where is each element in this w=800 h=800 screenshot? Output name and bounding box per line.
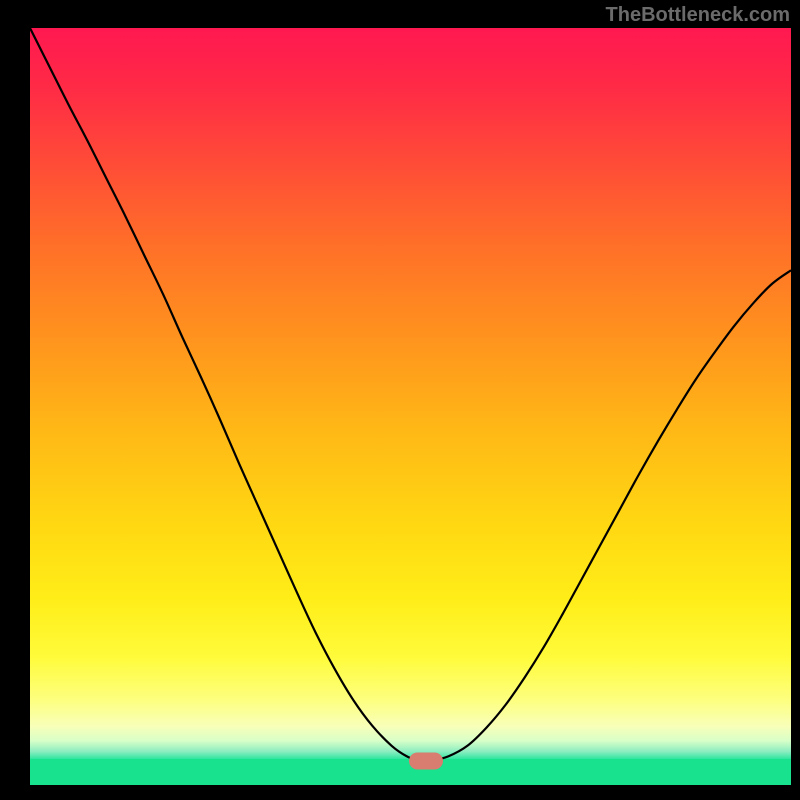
border-bottom [0, 785, 800, 800]
border-left [0, 0, 30, 800]
plot-area [30, 28, 791, 785]
minimum-marker [409, 752, 443, 769]
watermark-text: TheBottleneck.com [606, 4, 790, 27]
bottleneck-curve [30, 28, 791, 761]
border-right [791, 0, 800, 800]
curve-svg [30, 28, 791, 785]
